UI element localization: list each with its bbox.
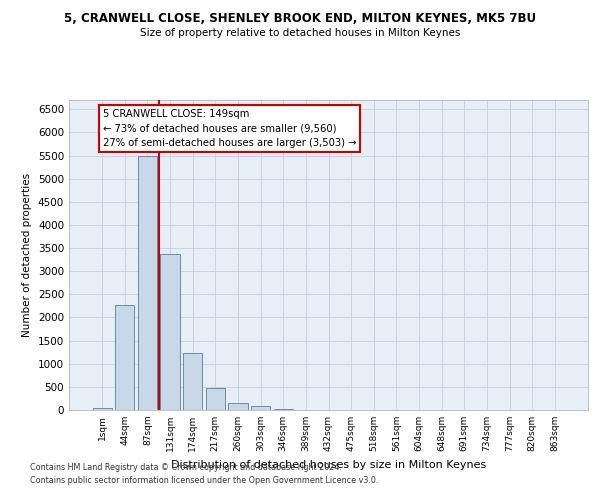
Y-axis label: Number of detached properties: Number of detached properties	[22, 173, 32, 337]
Text: Size of property relative to detached houses in Milton Keynes: Size of property relative to detached ho…	[140, 28, 460, 38]
Bar	[274, 409, 293, 410]
Bar	[206, 388, 225, 410]
Bar	[183, 353, 202, 410]
X-axis label: Distribution of detached houses by size in Milton Keynes: Distribution of detached houses by size …	[171, 460, 486, 469]
Bar	[138, 156, 157, 410]
Bar	[251, 406, 270, 410]
Bar	[115, 304, 134, 410]
Text: Contains HM Land Registry data © Crown copyright and database right 2024.: Contains HM Land Registry data © Crown c…	[30, 464, 342, 472]
Text: 5 CRANWELL CLOSE: 149sqm
← 73% of detached houses are smaller (9,560)
27% of sem: 5 CRANWELL CLOSE: 149sqm ← 73% of detach…	[103, 110, 356, 148]
Text: 5, CRANWELL CLOSE, SHENLEY BROOK END, MILTON KEYNES, MK5 7BU: 5, CRANWELL CLOSE, SHENLEY BROOK END, MI…	[64, 12, 536, 26]
Text: Contains public sector information licensed under the Open Government Licence v3: Contains public sector information licen…	[30, 476, 379, 485]
Bar	[92, 408, 112, 410]
Bar	[229, 402, 248, 410]
Bar	[160, 254, 180, 410]
